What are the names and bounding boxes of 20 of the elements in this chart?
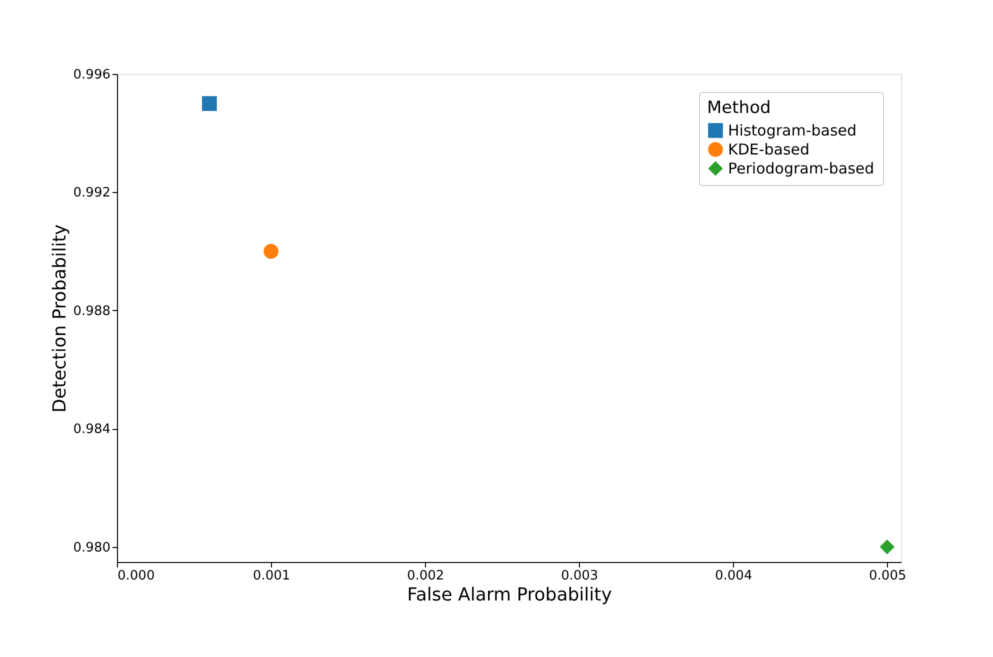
point (264, 244, 278, 259)
y-tick-label: 0.996 (73, 68, 110, 82)
point (880, 540, 895, 554)
y-tick-label: 0.984 (73, 422, 110, 438)
legend-title: Method (707, 98, 771, 118)
x-tick-label: 0.000 (118, 568, 155, 584)
legend-label: Histogram-based (728, 122, 857, 140)
x-tick-label: 0.003 (560, 568, 598, 584)
legend-label: KDE-based (728, 140, 810, 158)
y-tick-label: 0.988 (73, 304, 110, 319)
y-tick-label: 0.980 (73, 540, 110, 556)
x-tick-label: 0.002 (406, 568, 444, 584)
legend-label: Periodogram-based (728, 160, 874, 178)
x-axis-title: False Alarm Probability (407, 584, 612, 606)
x-tick-label: 0.005 (869, 568, 906, 584)
point (202, 96, 217, 111)
y-axis-title: Detection Probability (49, 224, 70, 413)
x-tick-label: 0.004 (715, 568, 752, 584)
x-tick-label: 0.001 (252, 568, 290, 584)
y-tick-label: 0.992 (73, 186, 110, 201)
